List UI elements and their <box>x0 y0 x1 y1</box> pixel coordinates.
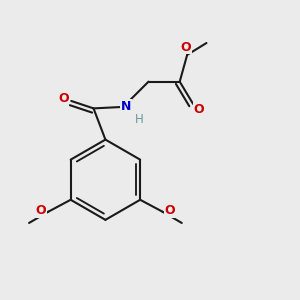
Text: O: O <box>180 41 191 54</box>
Text: O: O <box>58 92 68 105</box>
Text: H: H <box>135 113 143 126</box>
Text: O: O <box>35 204 46 217</box>
Text: O: O <box>165 204 175 217</box>
Text: N: N <box>121 100 131 112</box>
Text: O: O <box>194 103 204 116</box>
